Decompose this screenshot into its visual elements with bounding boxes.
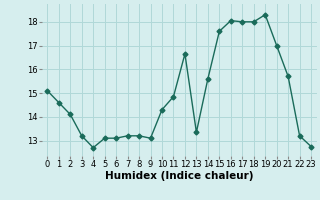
X-axis label: Humidex (Indice chaleur): Humidex (Indice chaleur) [105,171,253,181]
